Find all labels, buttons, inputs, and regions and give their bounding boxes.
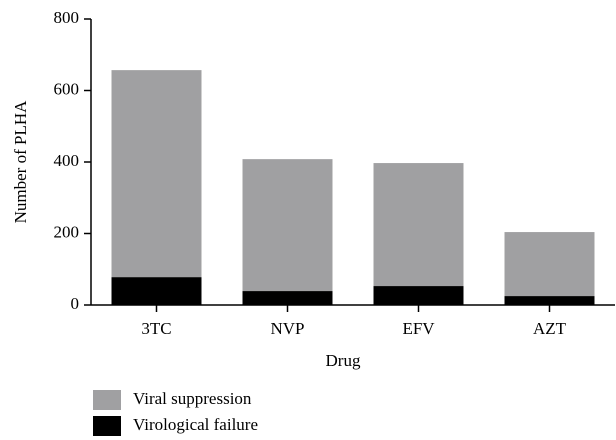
bar-segment bbox=[504, 296, 595, 305]
legend-label: Virological failure bbox=[133, 415, 258, 434]
x-tick-label: NVP bbox=[270, 319, 304, 338]
bar-segment bbox=[373, 286, 464, 305]
legend-swatch bbox=[93, 390, 121, 410]
x-tick-label: 3TC bbox=[141, 319, 171, 338]
bar-segment bbox=[111, 70, 202, 278]
bar-segment bbox=[504, 232, 595, 297]
x-tick-label: AZT bbox=[533, 319, 567, 338]
x-axis-label: Drug bbox=[326, 351, 361, 370]
y-tick-label: 600 bbox=[54, 79, 80, 98]
bar-segment bbox=[373, 163, 464, 287]
y-tick-label: 200 bbox=[54, 222, 80, 241]
bar-segment bbox=[111, 277, 202, 305]
bar-segment bbox=[242, 291, 333, 305]
legend-swatch bbox=[93, 416, 121, 436]
y-tick-label: 400 bbox=[54, 151, 80, 170]
legend-label: Viral suppression bbox=[133, 389, 252, 408]
x-tick-label: EFV bbox=[402, 319, 435, 338]
y-axis-label: Number of PLHA bbox=[11, 100, 30, 223]
y-tick-label: 0 bbox=[71, 294, 80, 313]
bar-segment bbox=[242, 159, 333, 292]
y-tick-label: 800 bbox=[54, 8, 80, 27]
